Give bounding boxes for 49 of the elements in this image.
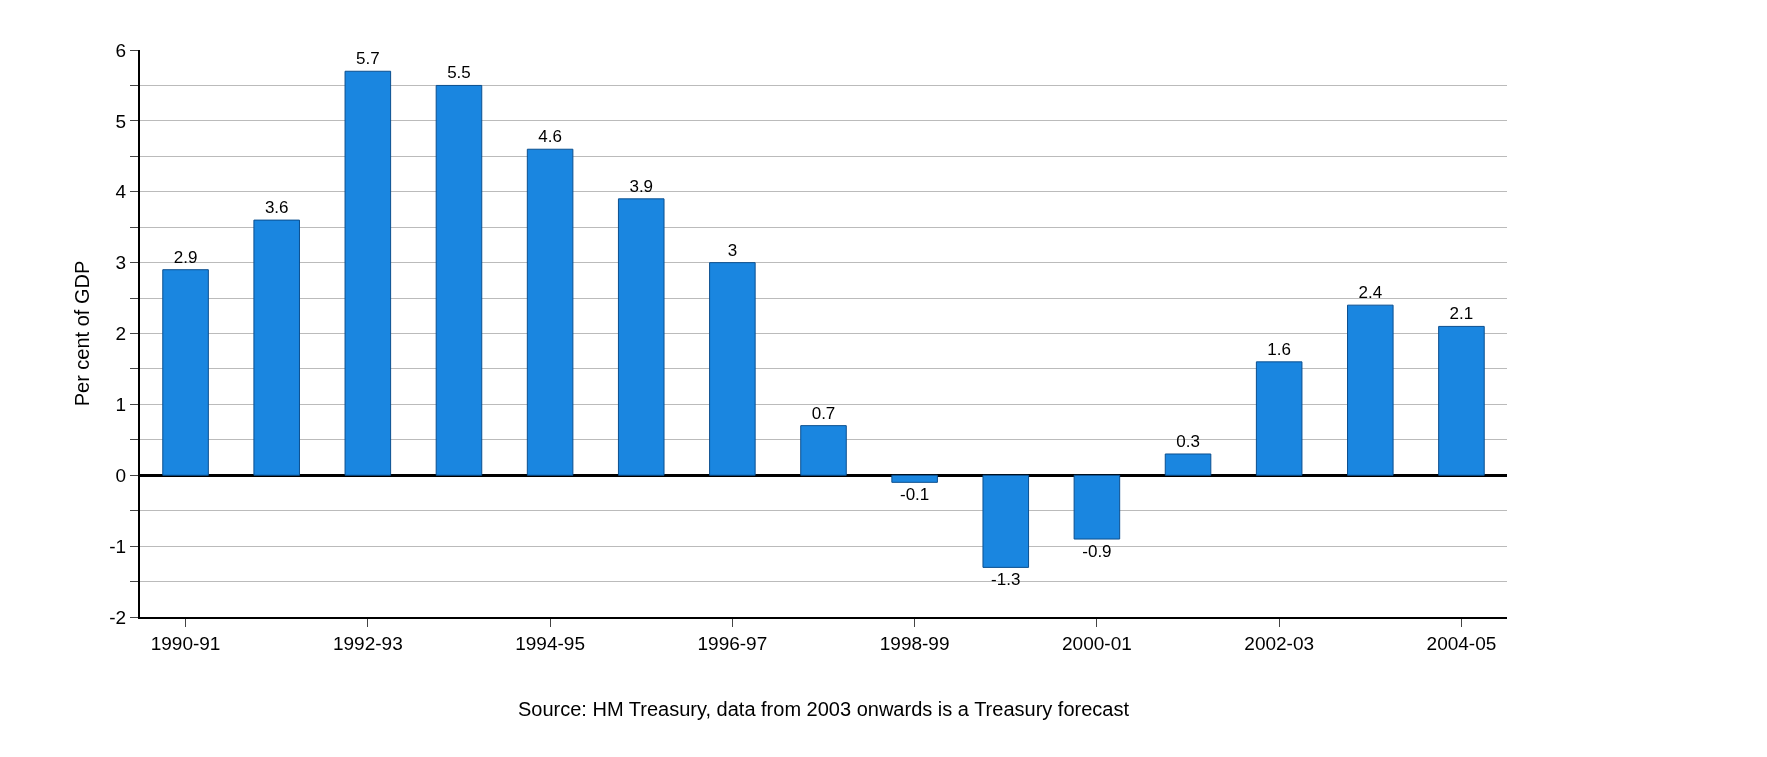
bar [435, 84, 483, 476]
data-label: -0.9 [1082, 542, 1112, 562]
bar [891, 474, 938, 483]
y-tick-label: 3 [115, 252, 127, 274]
bar [1073, 474, 1121, 540]
bar [982, 474, 1030, 568]
bar [526, 148, 574, 476]
x-tick-label: 1996-97 [697, 632, 768, 654]
data-label: 2.4 [1358, 283, 1383, 303]
x-tick-label: 1992-93 [332, 632, 403, 654]
data-label: -1.3 [991, 570, 1021, 590]
x-tick-label: 1994-95 [515, 632, 585, 654]
bar [162, 269, 209, 476]
y-tick-label: 0 [115, 464, 127, 486]
y-tick-label: 1 [115, 394, 127, 416]
bar [709, 262, 756, 476]
bar [1438, 325, 1485, 476]
data-label: 5.5 [447, 63, 471, 83]
y-tick-label: 5 [115, 110, 127, 132]
data-label: 4.6 [538, 127, 562, 147]
bar [1164, 453, 1212, 476]
data-label: 3.9 [629, 176, 654, 196]
y-axis-title: Per cent of GDP [71, 260, 93, 407]
y-tick-label: -2 [109, 606, 127, 628]
data-label: 2.1 [1449, 304, 1474, 324]
bar [617, 198, 665, 476]
data-label: -0.1 [899, 485, 930, 505]
source-note: Source: HM Treasury, data from 2003 onwards is a Treasury forecast [518, 698, 1130, 720]
x-tick-label: 2004-05 [1426, 632, 1497, 654]
y-tick-label: 6 [115, 39, 127, 61]
x-tick-label: 1990-91 [150, 632, 221, 654]
y-tick-label: 4 [115, 181, 127, 203]
data-label: 0.3 [1176, 431, 1200, 451]
x-tick-label: 2002-03 [1244, 632, 1315, 654]
x-tick-label: 1998-99 [879, 632, 950, 654]
data-label: 5.7 [356, 49, 380, 69]
data-label: 3.6 [264, 198, 289, 218]
y-tick-label: 2 [115, 323, 127, 345]
y-tick-label: -1 [109, 535, 127, 557]
x-tick-label: 2000-01 [1062, 632, 1132, 654]
bar [344, 70, 392, 476]
data-label: 2.9 [173, 247, 198, 267]
data-label: 1.6 [1267, 339, 1291, 359]
data-label: 3 [727, 240, 738, 260]
bar [253, 219, 300, 476]
bar [800, 425, 847, 476]
bar [1347, 304, 1394, 476]
bar [1255, 361, 1303, 476]
data-label: 0.7 [811, 403, 836, 423]
